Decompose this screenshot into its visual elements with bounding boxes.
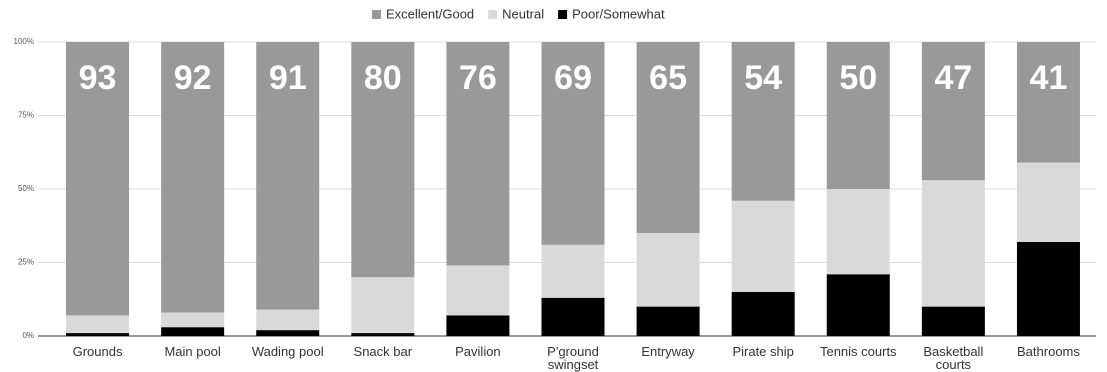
y-tick-label: 75%	[18, 111, 34, 120]
value-label: 92	[174, 59, 212, 97]
value-label: 69	[554, 59, 592, 97]
x-tick-label: Wading pool	[251, 344, 324, 359]
x-tick-label: P'ground swingset	[547, 344, 599, 372]
x-tick-label: Entryway	[641, 344, 695, 359]
y-tick-label: 0%	[22, 331, 34, 340]
value-label: 76	[459, 59, 497, 97]
x-tick-label: Grounds	[72, 344, 123, 359]
legend-swatch	[558, 10, 568, 19]
y-tick-label: 100%	[14, 37, 34, 46]
bar-segment	[826, 42, 890, 189]
bar-segment	[66, 333, 130, 336]
bar-segment	[66, 42, 130, 316]
legend-label: Poor/Somewhat	[572, 6, 665, 21]
bar-segment	[921, 180, 985, 307]
bar-segment	[541, 42, 605, 245]
value-label: 65	[649, 59, 687, 97]
bar-segment	[446, 315, 510, 336]
x-tick-label: Basketball courts	[923, 344, 984, 372]
bar-segment	[636, 42, 700, 234]
bar-segment	[351, 333, 415, 336]
bar-segment	[256, 330, 320, 336]
bar-segment	[446, 42, 510, 266]
bar-segment	[541, 297, 605, 336]
value-label: 47	[934, 59, 972, 97]
bar-segment	[731, 200, 795, 292]
bar-segment	[636, 233, 700, 307]
bar-segment	[636, 306, 700, 336]
bar-segment	[446, 265, 510, 316]
bar-segment	[731, 291, 795, 336]
bar-segment	[351, 42, 415, 278]
value-label: 50	[839, 59, 877, 97]
bar-segment	[256, 309, 320, 331]
legend-label: Excellent/Good	[386, 6, 474, 21]
x-tick-label: Pirate ship	[732, 344, 794, 359]
value-label: 41	[1030, 59, 1068, 97]
bar-segment	[161, 312, 225, 328]
bar-segment	[921, 42, 985, 181]
value-label: 80	[364, 59, 402, 97]
x-tick-label: Tennis courts	[819, 344, 897, 359]
bar-segment	[1016, 241, 1080, 336]
bar-segment	[826, 274, 890, 336]
legend-swatch	[488, 10, 498, 19]
bar-segment	[1016, 162, 1080, 242]
bar-segment	[66, 315, 130, 334]
value-label: 91	[269, 59, 307, 97]
bar-segment	[921, 306, 985, 336]
value-label: 54	[744, 59, 782, 97]
bar-segment	[351, 277, 415, 334]
bar-segment	[161, 327, 225, 336]
x-tick-label: Pavilion	[455, 344, 501, 359]
bar-segment	[1016, 42, 1080, 163]
x-tick-label: Main pool	[164, 344, 221, 359]
bar-segment	[161, 42, 225, 313]
legend-swatch	[372, 10, 381, 19]
bar-segment	[256, 42, 320, 310]
x-tick-label: Bathrooms	[1017, 344, 1080, 359]
bar-segment	[541, 244, 605, 298]
value-label: 93	[79, 59, 117, 97]
x-tick-label: Snack bar	[353, 344, 413, 359]
y-tick-label: 50%	[18, 184, 34, 193]
y-tick-label: 25%	[18, 258, 34, 267]
bar-segment	[731, 42, 795, 201]
bar-segment	[826, 189, 890, 275]
legend-label: Neutral	[502, 6, 544, 21]
